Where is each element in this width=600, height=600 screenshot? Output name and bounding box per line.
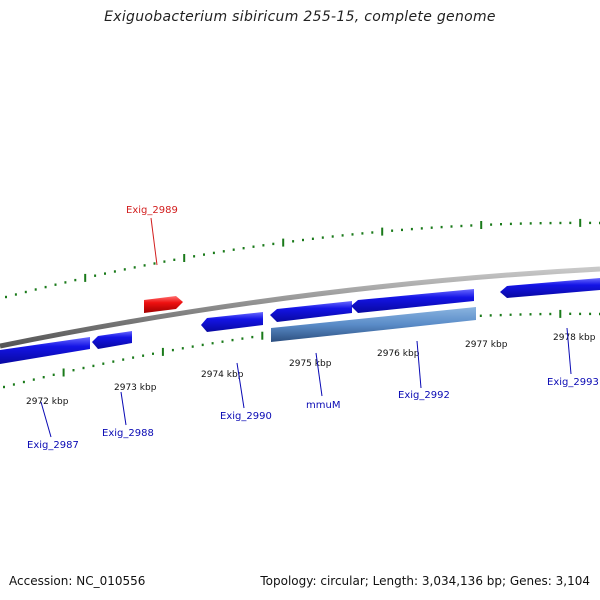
tick-label: 2974 kbp <box>201 370 244 380</box>
gene-label-exig-2988[interactable]: Exig_2988 <box>102 428 154 439</box>
gene-arrow-mmum[interactable] <box>270 301 352 322</box>
gene-arrow-exig-2989[interactable] <box>144 296 183 313</box>
gene-label-mmum[interactable]: mmuM <box>306 400 340 411</box>
gene-arrow-exig-2992[interactable] <box>351 289 474 313</box>
tick-label: 2978 kbp <box>553 333 596 343</box>
tick-label: 2972 kbp <box>26 397 69 407</box>
tick-label: 2973 kbp <box>114 383 157 393</box>
gene-labels: Exig_2987 Exig_2988 Exig_2989 Exig_2990 … <box>27 205 599 451</box>
leader-line <box>150 217 158 266</box>
gene-label-exig-2989[interactable]: Exig_2989 <box>126 205 178 216</box>
leader-line <box>236 362 245 409</box>
leader-line <box>120 391 127 426</box>
genome-summary-text: Topology: circular; Length: 3,034,136 bp… <box>260 574 590 588</box>
leader-line <box>416 340 422 389</box>
map-title: Exiguobacterium sibiricum 255-15, comple… <box>104 9 496 25</box>
leader-line <box>40 401 52 438</box>
tick-label: 2976 kbp <box>377 349 420 359</box>
tick-label: 2977 kbp <box>465 340 508 350</box>
tick-labels: 2972 kbp 2973 kbp 2974 kbp 2975 kbp 2976… <box>26 333 596 407</box>
upper-tick-ring <box>5 218 600 299</box>
tick-label: 2975 kbp <box>289 359 332 369</box>
gene-label-exig-2993[interactable]: Exig_2993 <box>547 377 599 388</box>
gene-label-exig-2992[interactable]: Exig_2992 <box>398 390 450 401</box>
accession-text: Accession: NC_010556 <box>9 574 146 588</box>
gene-track <box>0 278 600 364</box>
gene-arrow-exig-2988[interactable] <box>92 331 132 349</box>
gene-arrow-exig-2990[interactable] <box>201 312 263 332</box>
genome-backbone <box>0 266 600 349</box>
leader-line <box>566 327 572 375</box>
leader-line <box>315 352 323 397</box>
gene-label-exig-2987[interactable]: Exig_2987 <box>27 440 79 451</box>
cds-bar-mmum[interactable] <box>271 307 476 342</box>
gene-arrow-exig-2987[interactable] <box>0 337 90 364</box>
gene-leader-lines <box>40 217 572 438</box>
lower-tick-ring <box>3 309 600 389</box>
gene-label-exig-2990[interactable]: Exig_2990 <box>220 411 272 422</box>
gene-arrow-exig-2993[interactable] <box>500 278 600 298</box>
